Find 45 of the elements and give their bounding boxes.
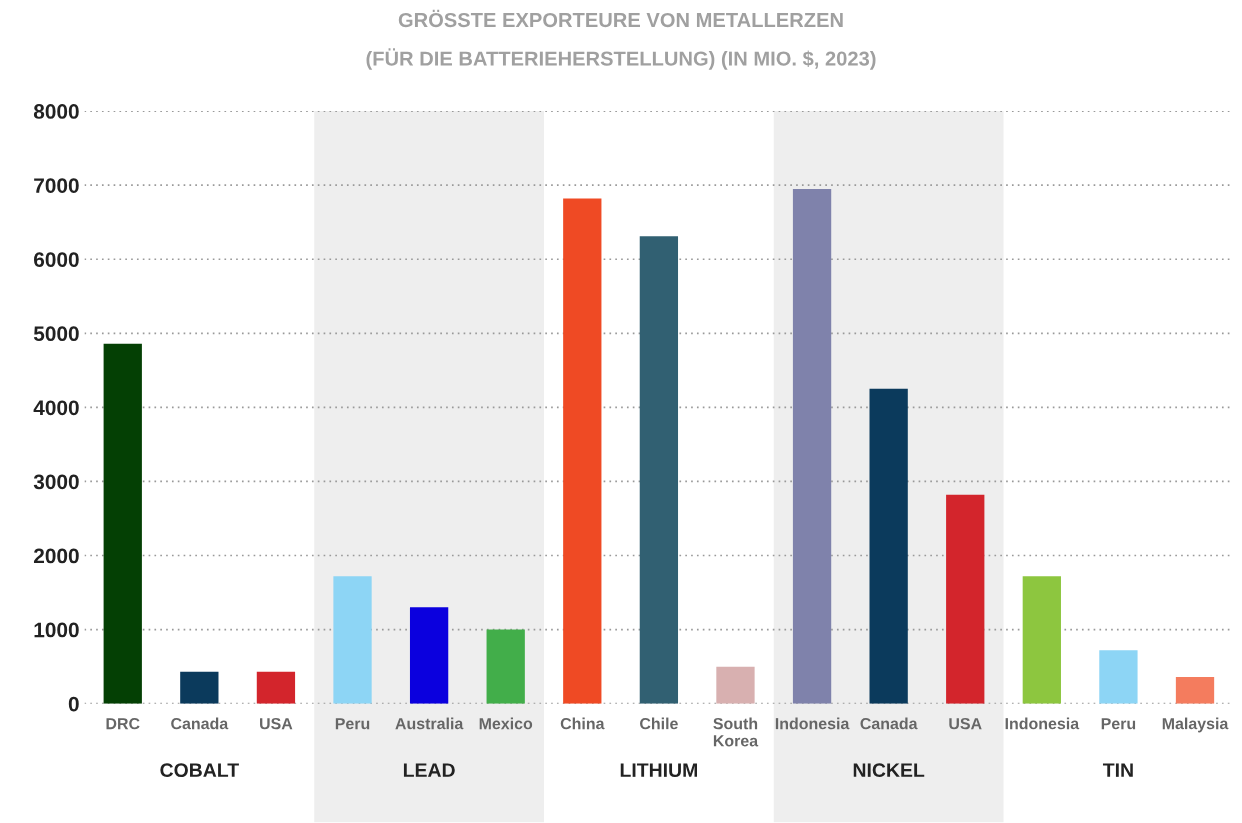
x-tick-label: Peru — [1101, 718, 1136, 730]
bar — [946, 494, 985, 704]
y-tick-label: 1000 — [34, 622, 79, 638]
x-tick-label: Canada — [171, 717, 229, 730]
bar — [180, 671, 219, 704]
x-tick-label: Peru — [335, 718, 370, 730]
x-tick-label: Indonesia — [775, 717, 850, 730]
x-tick-label: Malaysia — [1162, 717, 1229, 733]
y-tick-label: 5000 — [33, 326, 79, 342]
text: LITHIUM — [620, 763, 697, 778]
x-tick-label: Indonesia — [1005, 717, 1080, 730]
y-tick-label: 4000 — [33, 400, 79, 416]
bar — [1175, 677, 1215, 704]
bar — [869, 388, 908, 704]
text: TIN — [1102, 763, 1133, 777]
x-tick-label: USA — [260, 717, 293, 730]
text: COBALT — [160, 763, 239, 778]
x-tick-label: USA — [949, 717, 982, 730]
bar — [256, 671, 296, 704]
y-tick-label: 3000 — [33, 474, 79, 490]
bar — [486, 629, 525, 704]
y-tick-label: 2000 — [33, 548, 79, 564]
bar — [409, 607, 449, 704]
y-tick-label: 7000 — [34, 178, 79, 193]
x-tick-label: South Korea — [713, 717, 759, 747]
bar — [1022, 576, 1061, 704]
x-tick-label: Australia — [395, 717, 464, 730]
chart-title: GRÖSSTE EXPORTEURE VON METALLERZEN (FÜR DIE BATTERIEHERSTELLUNG) (IN MIO. $, 2023) — [366, 9, 876, 70]
bar — [716, 666, 755, 704]
bar — [333, 576, 372, 704]
text: LEAD — [403, 763, 455, 777]
bar — [103, 343, 142, 704]
x-tick-label: China — [560, 717, 605, 730]
bar — [792, 188, 832, 704]
y-tick-label: 0 — [68, 696, 79, 712]
x-tick-label: Mexico — [479, 717, 533, 730]
bar — [639, 236, 679, 704]
x-tick-label: Canada — [860, 717, 918, 730]
bar — [1099, 650, 1138, 704]
bar — [563, 198, 602, 704]
y-tick-label: 6000 — [34, 252, 79, 267]
x-tick-label: DRC — [106, 717, 140, 730]
x-tick-label: Chile — [640, 717, 678, 730]
text: NICKEL — [853, 763, 925, 778]
y-tick-label: 8000 — [33, 104, 79, 119]
